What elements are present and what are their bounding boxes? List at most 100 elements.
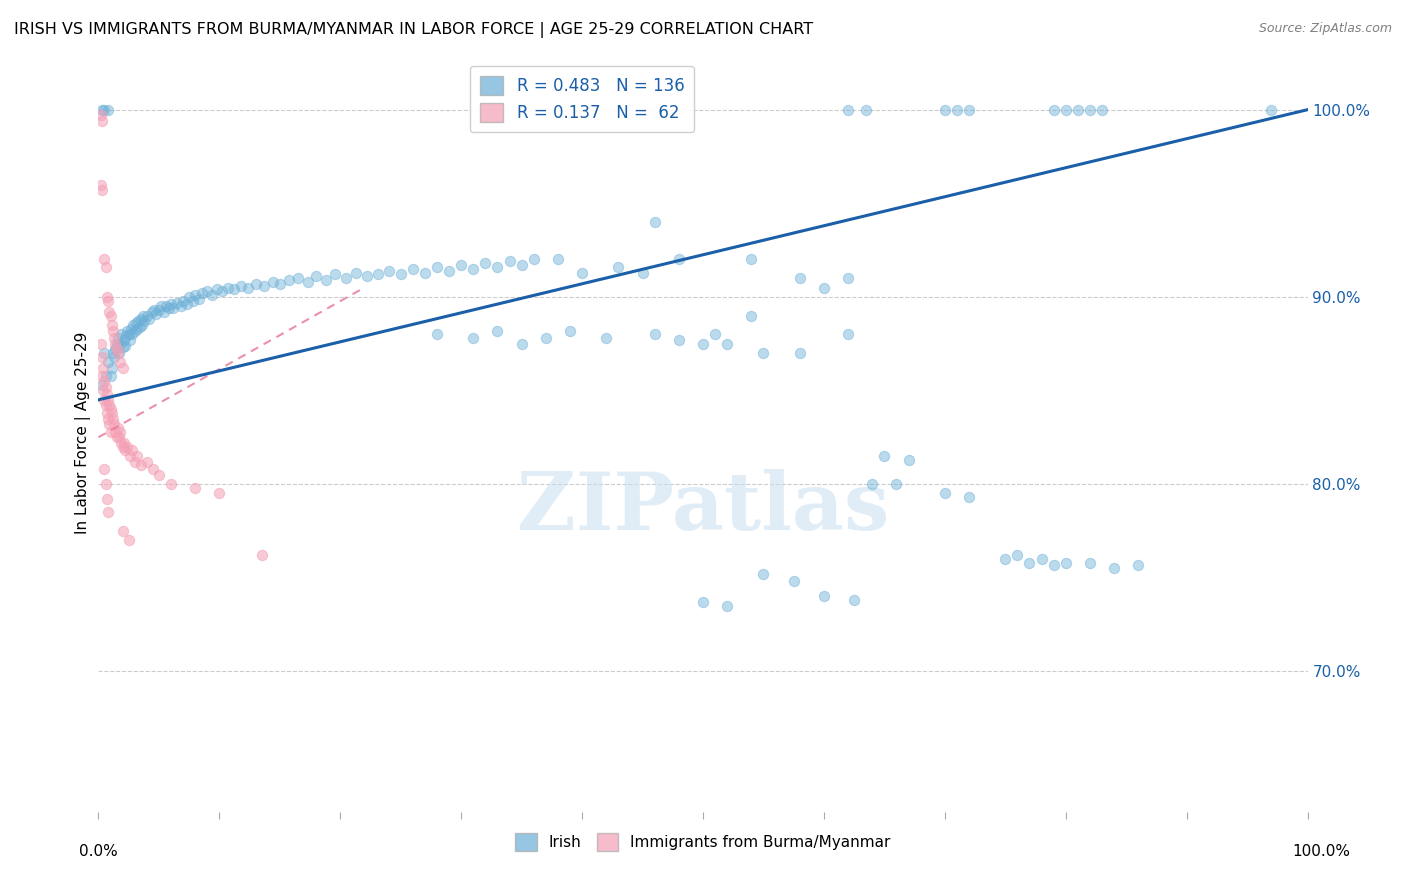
Point	[534, 331, 557, 345]
Point	[315, 273, 337, 287]
Point	[155, 299, 177, 313]
Point	[135, 309, 157, 323]
Point	[118, 449, 141, 463]
Point	[112, 333, 135, 347]
Point	[97, 103, 120, 117]
Point	[91, 350, 114, 364]
Point	[93, 346, 115, 360]
Point	[789, 346, 811, 360]
Point	[1078, 103, 1101, 117]
Point	[402, 261, 425, 276]
Point	[222, 282, 245, 296]
Point	[148, 467, 170, 482]
Point	[704, 327, 727, 342]
Point	[668, 333, 690, 347]
Point	[97, 293, 120, 308]
Point	[157, 301, 180, 315]
Point	[90, 178, 112, 192]
Point	[752, 566, 775, 581]
Point	[101, 324, 124, 338]
Point	[127, 322, 149, 336]
Point	[229, 278, 252, 293]
Point	[107, 421, 129, 435]
Point	[1067, 103, 1090, 117]
Text: Source: ZipAtlas.com: Source: ZipAtlas.com	[1258, 22, 1392, 36]
Point	[335, 271, 357, 285]
Point	[172, 293, 194, 308]
Point	[142, 462, 165, 476]
Point	[94, 368, 117, 383]
Point	[107, 331, 129, 345]
Point	[93, 392, 115, 407]
Point	[250, 548, 273, 562]
Point	[135, 455, 157, 469]
Point	[782, 574, 804, 589]
Point	[692, 595, 714, 609]
Point	[104, 336, 127, 351]
Point	[101, 346, 124, 360]
Text: IRISH VS IMMIGRANTS FROM BURMA/MYANMAR IN LABOR FORCE | AGE 25-29 CORRELATION CH: IRISH VS IMMIGRANTS FROM BURMA/MYANMAR I…	[14, 22, 813, 38]
Point	[498, 254, 520, 268]
Point	[94, 260, 117, 274]
Point	[90, 336, 112, 351]
Point	[127, 314, 149, 328]
Point	[607, 260, 630, 274]
Point	[160, 297, 183, 311]
Point	[1018, 556, 1040, 570]
Point	[100, 368, 122, 383]
Point	[668, 252, 690, 267]
Point	[191, 286, 214, 301]
Point	[934, 486, 956, 500]
Point	[94, 380, 117, 394]
Point	[96, 387, 118, 401]
Point	[426, 327, 449, 342]
Point	[166, 295, 188, 310]
Point	[124, 324, 146, 338]
Point	[413, 266, 436, 280]
Point	[262, 275, 284, 289]
Point	[145, 307, 167, 321]
Point	[844, 593, 866, 607]
Point	[179, 290, 201, 304]
Point	[100, 318, 122, 332]
Point	[897, 452, 920, 467]
Point	[208, 486, 231, 500]
Point	[486, 260, 509, 274]
Point	[426, 260, 449, 274]
Point	[176, 297, 198, 311]
Point	[644, 327, 666, 342]
Point	[752, 346, 775, 360]
Point	[111, 361, 134, 376]
Point	[98, 417, 121, 432]
Point	[1007, 548, 1029, 562]
Point	[297, 275, 319, 289]
Point	[855, 103, 877, 117]
Point	[356, 269, 378, 284]
Point	[108, 336, 131, 351]
Point	[112, 436, 135, 450]
Point	[169, 299, 191, 313]
Point	[1042, 103, 1064, 117]
Point	[124, 455, 146, 469]
Point	[118, 327, 141, 342]
Point	[94, 399, 117, 413]
Point	[118, 333, 141, 347]
Point	[873, 449, 896, 463]
Legend: Irish, Immigrants from Burma/Myanmar: Irish, Immigrants from Burma/Myanmar	[509, 827, 897, 857]
Point	[91, 384, 114, 398]
Point	[813, 280, 835, 294]
Point	[523, 252, 546, 267]
Point	[108, 346, 131, 360]
Point	[152, 305, 174, 319]
Point	[886, 477, 908, 491]
Point	[108, 425, 131, 439]
Point	[278, 273, 301, 287]
Point	[121, 443, 143, 458]
Point	[740, 309, 762, 323]
Point	[644, 215, 666, 229]
Point	[101, 411, 124, 425]
Point	[1054, 556, 1077, 570]
Point	[96, 290, 118, 304]
Point	[143, 303, 166, 318]
Point	[117, 324, 139, 338]
